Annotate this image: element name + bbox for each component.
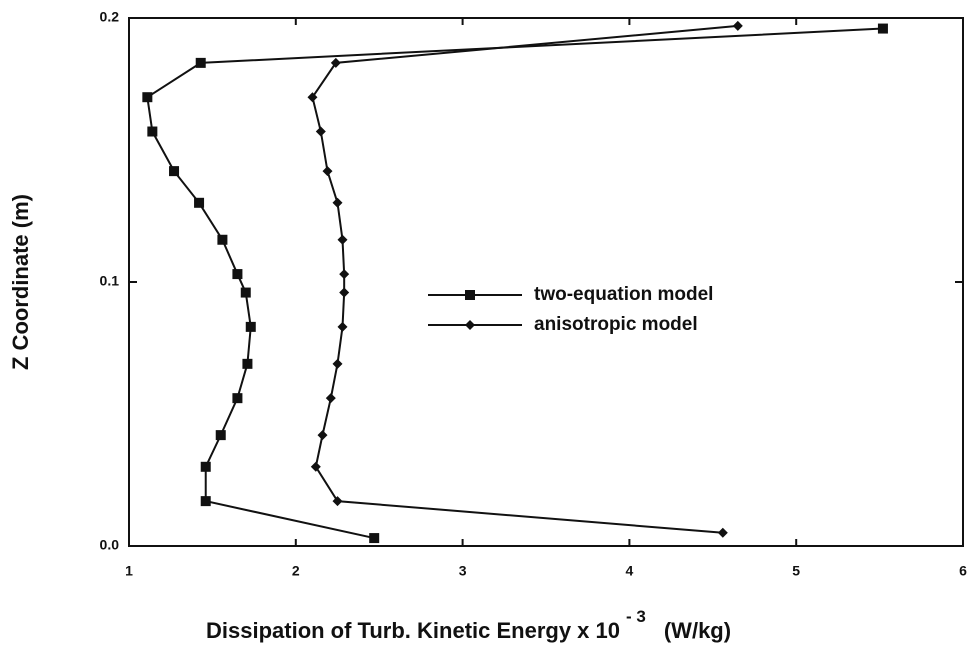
x-axis-label-exponent: - 3 [626, 607, 646, 626]
marker [232, 269, 243, 280]
marker [217, 234, 228, 245]
marker [732, 20, 743, 31]
marker [307, 92, 318, 103]
marker [337, 321, 348, 332]
x-axis-label: Dissipation of Turb. Kinetic Energy x 10… [206, 607, 731, 642]
x-tick-label: 6 [959, 563, 967, 579]
legend-marker [465, 290, 475, 300]
plot-frame [128, 17, 964, 547]
marker [337, 234, 348, 245]
y-tick-label: 0.0 [100, 537, 120, 553]
x-axis-label-main: Dissipation of Turb. Kinetic Energy x 10 [206, 618, 620, 643]
marker [195, 57, 206, 68]
marker [142, 92, 153, 103]
marker [717, 527, 728, 538]
marker [242, 358, 253, 369]
marker [332, 496, 343, 507]
marker [322, 166, 333, 177]
marker [369, 533, 380, 544]
marker [325, 393, 336, 404]
series-line [146, 27, 883, 540]
x-tick-label: 5 [792, 563, 800, 579]
y-tick-label: 0.2 [100, 9, 120, 25]
marker [147, 126, 158, 137]
legend-text: anisotropic model [534, 314, 698, 335]
marker [169, 166, 180, 177]
x-axis-label-unit: (W/kg) [664, 618, 731, 643]
x-tick-label: 4 [626, 563, 634, 579]
marker [877, 23, 888, 34]
series-line [311, 24, 738, 534]
marker [215, 430, 226, 441]
x-tick-label: 2 [292, 563, 300, 579]
legend-text: two-equation model [534, 284, 713, 305]
marker [315, 126, 326, 137]
marker [200, 496, 211, 507]
marker [240, 287, 251, 298]
marker [339, 287, 350, 298]
marker [330, 57, 341, 68]
legend-marker [465, 320, 475, 330]
marker [339, 269, 350, 280]
marker [200, 461, 211, 472]
marker [232, 393, 243, 404]
x-tick-label: 1 [125, 563, 133, 579]
marker [332, 197, 343, 208]
marker [245, 321, 256, 332]
marker [332, 358, 343, 369]
marker [310, 461, 321, 472]
marker [317, 430, 328, 441]
x-tick-label: 3 [459, 563, 467, 579]
y-tick-label: 0.1 [100, 273, 120, 289]
marker [194, 197, 205, 208]
y-axis-label: Z Coordinate (m) [8, 194, 33, 370]
